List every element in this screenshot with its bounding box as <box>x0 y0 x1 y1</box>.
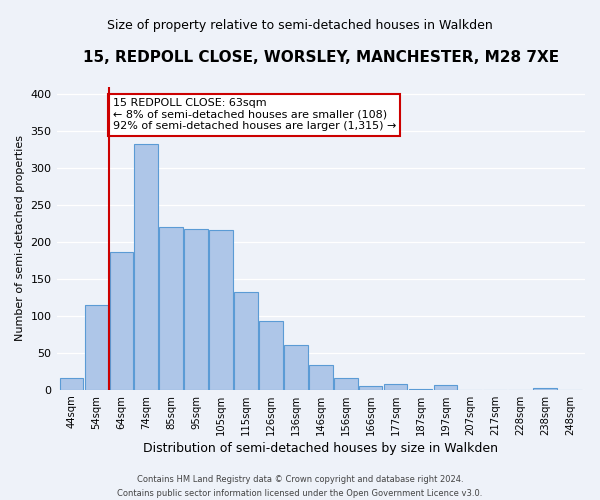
Bar <box>134 144 158 390</box>
Bar <box>334 378 358 390</box>
Bar <box>59 378 83 390</box>
Bar <box>160 228 183 390</box>
Title: 15, REDPOLL CLOSE, WORSLEY, MANCHESTER, M28 7XE: 15, REDPOLL CLOSE, WORSLEY, MANCHESTER, … <box>83 50 559 65</box>
Bar <box>309 366 332 390</box>
Bar <box>209 230 233 390</box>
Bar <box>409 389 433 390</box>
Bar <box>384 384 407 390</box>
X-axis label: Distribution of semi-detached houses by size in Walkden: Distribution of semi-detached houses by … <box>143 442 498 455</box>
Text: Contains HM Land Registry data © Crown copyright and database right 2024.
Contai: Contains HM Land Registry data © Crown c… <box>118 476 482 498</box>
Bar <box>184 229 208 390</box>
Bar <box>110 252 133 390</box>
Bar <box>85 305 108 390</box>
Bar <box>434 386 457 390</box>
Y-axis label: Number of semi-detached properties: Number of semi-detached properties <box>15 136 25 342</box>
Bar <box>284 345 308 390</box>
Text: Size of property relative to semi-detached houses in Walkden: Size of property relative to semi-detach… <box>107 20 493 32</box>
Bar <box>533 388 557 390</box>
Bar <box>359 386 382 390</box>
Bar <box>259 321 283 390</box>
Text: 15 REDPOLL CLOSE: 63sqm
← 8% of semi-detached houses are smaller (108)
92% of se: 15 REDPOLL CLOSE: 63sqm ← 8% of semi-det… <box>113 98 396 132</box>
Bar <box>234 292 258 390</box>
